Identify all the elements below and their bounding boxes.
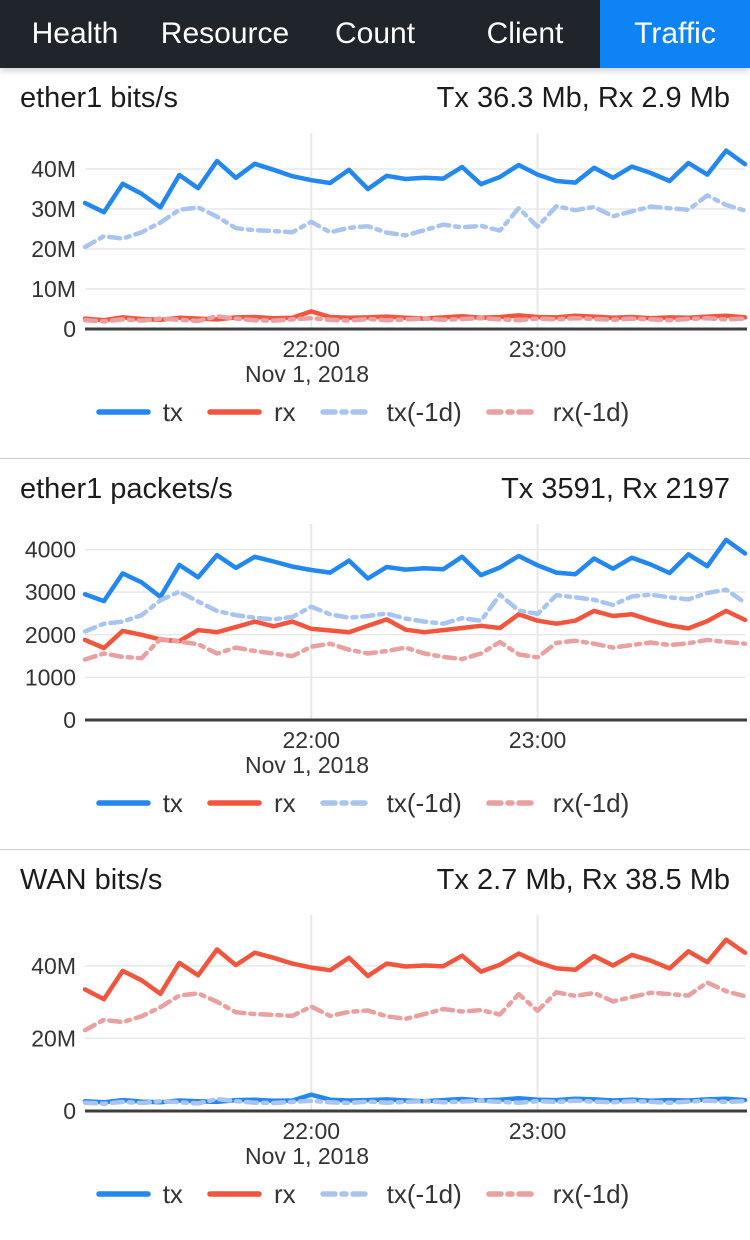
legend-item-rx-prev-day: rx(-1d) bbox=[485, 396, 630, 428]
svg-text:40M: 40M bbox=[31, 953, 76, 979]
tx-prev-day-dash-swatch-icon bbox=[319, 800, 375, 806]
legend-item-rx: rx bbox=[207, 397, 296, 428]
tab-count[interactable]: Count bbox=[334, 17, 416, 50]
svg-text:1000: 1000 bbox=[25, 664, 76, 690]
svg-text:4000: 4000 bbox=[25, 537, 76, 563]
chart-header: ether1 bits/s Tx 36.3 Mb, Rx 2.9 Mb bbox=[0, 81, 750, 119]
legend-item-rx-prev-day: rx(-1d) bbox=[485, 787, 630, 819]
rx-line-swatch-icon bbox=[207, 800, 262, 806]
legend-item-rx-prev-day: rx(-1d) bbox=[485, 1178, 630, 1210]
line-chart-ether1-bits: 22:00 23:00 0 10M 20M 30M 40M bbox=[31, 133, 748, 362]
legend-label: rx(-1d) bbox=[552, 787, 630, 818]
legend-label: tx(-1d) bbox=[386, 396, 462, 427]
rx-line-swatch-icon bbox=[207, 1191, 262, 1197]
legend-label: rx(-1d) bbox=[552, 1178, 630, 1209]
legend-item-tx: tx bbox=[95, 787, 183, 819]
x-axis-date-label: Nov 1, 2018 bbox=[245, 1143, 370, 1169]
chart-summary: Tx 2.7 Mb, Rx 38.5 Mb bbox=[436, 864, 730, 896]
tab-client[interactable]: Client bbox=[486, 17, 564, 50]
legend-item-tx-prev-day: tx(-1d) bbox=[319, 1178, 462, 1210]
legend-label: rx(-1d) bbox=[552, 396, 630, 427]
chart-legend: tx rx tx(-1d) rx(-1d) bbox=[0, 397, 750, 427]
legend-label: tx bbox=[162, 1178, 183, 1209]
chart-section-ether1-packets: ether1 packets/s Tx 3591, Rx 2197 22:00 2… bbox=[0, 458, 750, 849]
chart-summary: Tx 3591, Rx 2197 bbox=[501, 473, 730, 505]
tab-traffic[interactable]: Traffic bbox=[600, 0, 750, 68]
tx-prev-day-dash-swatch-icon bbox=[319, 1191, 375, 1197]
chart-legend: tx rx tx(-1d) rx(-1d) bbox=[0, 788, 750, 818]
tx-line-swatch-icon bbox=[95, 409, 151, 415]
x-axis-date-label: Nov 1, 2018 bbox=[245, 752, 370, 778]
tx-line-swatch-icon bbox=[95, 800, 151, 806]
line-chart-ether1-packets: 22:00 23:00 0 1000 2000 3000 4000 bbox=[25, 524, 748, 753]
svg-text:2000: 2000 bbox=[25, 622, 76, 648]
svg-text:20M: 20M bbox=[31, 236, 76, 262]
legend-label: rx bbox=[273, 1178, 296, 1209]
chart-header: WAN bits/s Tx 2.7 Mb, Rx 38.5 Mb bbox=[0, 863, 750, 901]
legend-item-rx: rx bbox=[207, 788, 296, 819]
legend-label: tx(-1d) bbox=[386, 1178, 462, 1209]
x-axis-date-label: Nov 1, 2018 bbox=[245, 361, 370, 387]
chart-title: ether1 bits/s bbox=[20, 82, 178, 114]
svg-text:0: 0 bbox=[63, 707, 76, 733]
chart-section-ether1-bits: ether1 bits/s Tx 36.3 Mb, Rx 2.9 Mb 22:0… bbox=[0, 68, 750, 458]
chart-title: WAN bits/s bbox=[20, 864, 163, 896]
svg-text:20M: 20M bbox=[31, 1025, 76, 1051]
svg-text:23:00: 23:00 bbox=[509, 1118, 567, 1144]
svg-text:22:00: 22:00 bbox=[283, 1118, 341, 1144]
rx-prev-day-dash-swatch-icon bbox=[485, 1191, 541, 1197]
legend-label: rx bbox=[273, 787, 296, 818]
tab-health[interactable]: Health bbox=[31, 17, 119, 50]
svg-text:40M: 40M bbox=[31, 156, 76, 182]
tx-prev-day-dash-swatch-icon bbox=[319, 409, 375, 415]
tx-line-swatch-icon bbox=[95, 1191, 151, 1197]
svg-text:23:00: 23:00 bbox=[509, 727, 567, 753]
legend-label: tx(-1d) bbox=[386, 787, 462, 818]
legend-label: tx bbox=[162, 787, 183, 818]
chart-section-wan-bits: WAN bits/s Tx 2.7 Mb, Rx 38.5 Mb 22:00 23… bbox=[0, 849, 750, 1240]
legend-label: tx bbox=[162, 396, 183, 427]
svg-text:22:00: 22:00 bbox=[283, 336, 341, 362]
svg-text:30M: 30M bbox=[31, 196, 76, 222]
line-chart-wan-bits: 22:00 23:00 0 20M 40M bbox=[31, 915, 748, 1144]
legend-item-tx-prev-day: tx(-1d) bbox=[319, 787, 462, 819]
chart-legend: tx rx tx(-1d) rx(-1d) bbox=[0, 1179, 750, 1209]
legend-label: rx bbox=[273, 396, 296, 427]
svg-text:10M: 10M bbox=[31, 276, 76, 302]
chart-summary: Tx 36.3 Mb, Rx 2.9 Mb bbox=[436, 82, 730, 114]
legend-item-tx: tx bbox=[95, 396, 183, 428]
svg-text:22:00: 22:00 bbox=[283, 727, 341, 753]
svg-text:0: 0 bbox=[63, 1098, 76, 1124]
svg-text:23:00: 23:00 bbox=[509, 336, 567, 362]
legend-item-rx: rx bbox=[207, 1179, 296, 1210]
legend-item-tx: tx bbox=[95, 1178, 183, 1210]
svg-text:3000: 3000 bbox=[25, 579, 76, 605]
rx-prev-day-dash-swatch-icon bbox=[485, 800, 541, 806]
rx-line-swatch-icon bbox=[207, 409, 262, 415]
tab-resource[interactable]: Resource bbox=[160, 17, 290, 50]
chart-header: ether1 packets/s Tx 3591, Rx 2197 bbox=[0, 472, 750, 510]
chart-title: ether1 packets/s bbox=[20, 473, 233, 505]
legend-item-tx-prev-day: tx(-1d) bbox=[319, 396, 462, 428]
top-tab-bar: Health Resource Count Client Traffic bbox=[0, 0, 750, 68]
rx-prev-day-dash-swatch-icon bbox=[485, 409, 541, 415]
svg-text:0: 0 bbox=[63, 316, 76, 342]
